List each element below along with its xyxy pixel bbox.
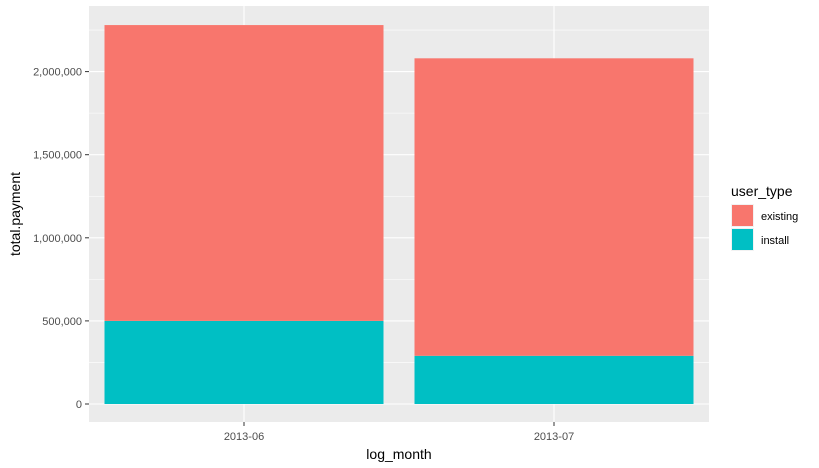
x-axis-title: log_month <box>366 446 431 462</box>
y-tick-label: 2,000,000 <box>33 67 82 79</box>
bars <box>104 25 694 404</box>
y-axis-title: total.payment <box>7 172 23 256</box>
legend: user_type existing install <box>731 183 798 251</box>
legend-swatch-existing <box>732 205 753 226</box>
x-tick-label: 2013-06 <box>224 431 264 443</box>
y-axis-ticks: 0 500,000 1,000,000 1,500,000 2,000,000 <box>33 67 89 411</box>
bar-install-2013-07 <box>414 355 694 404</box>
legend-label-install: install <box>761 235 789 247</box>
y-tick-label: 1,500,000 <box>33 150 82 162</box>
y-tick-label: 0 <box>76 399 82 411</box>
y-tick-label: 1,000,000 <box>33 233 82 245</box>
legend-label-existing: existing <box>761 211 798 223</box>
bar-existing-2013-06 <box>104 25 384 321</box>
bar-install-2013-06 <box>104 320 384 404</box>
x-tick-label: 2013-07 <box>534 431 574 443</box>
y-tick-label: 500,000 <box>42 316 82 328</box>
x-axis-ticks: 2013-06 2013-07 <box>224 422 574 443</box>
legend-swatch-install <box>732 229 753 250</box>
legend-title: user_type <box>731 183 793 199</box>
bar-existing-2013-07 <box>414 58 694 356</box>
